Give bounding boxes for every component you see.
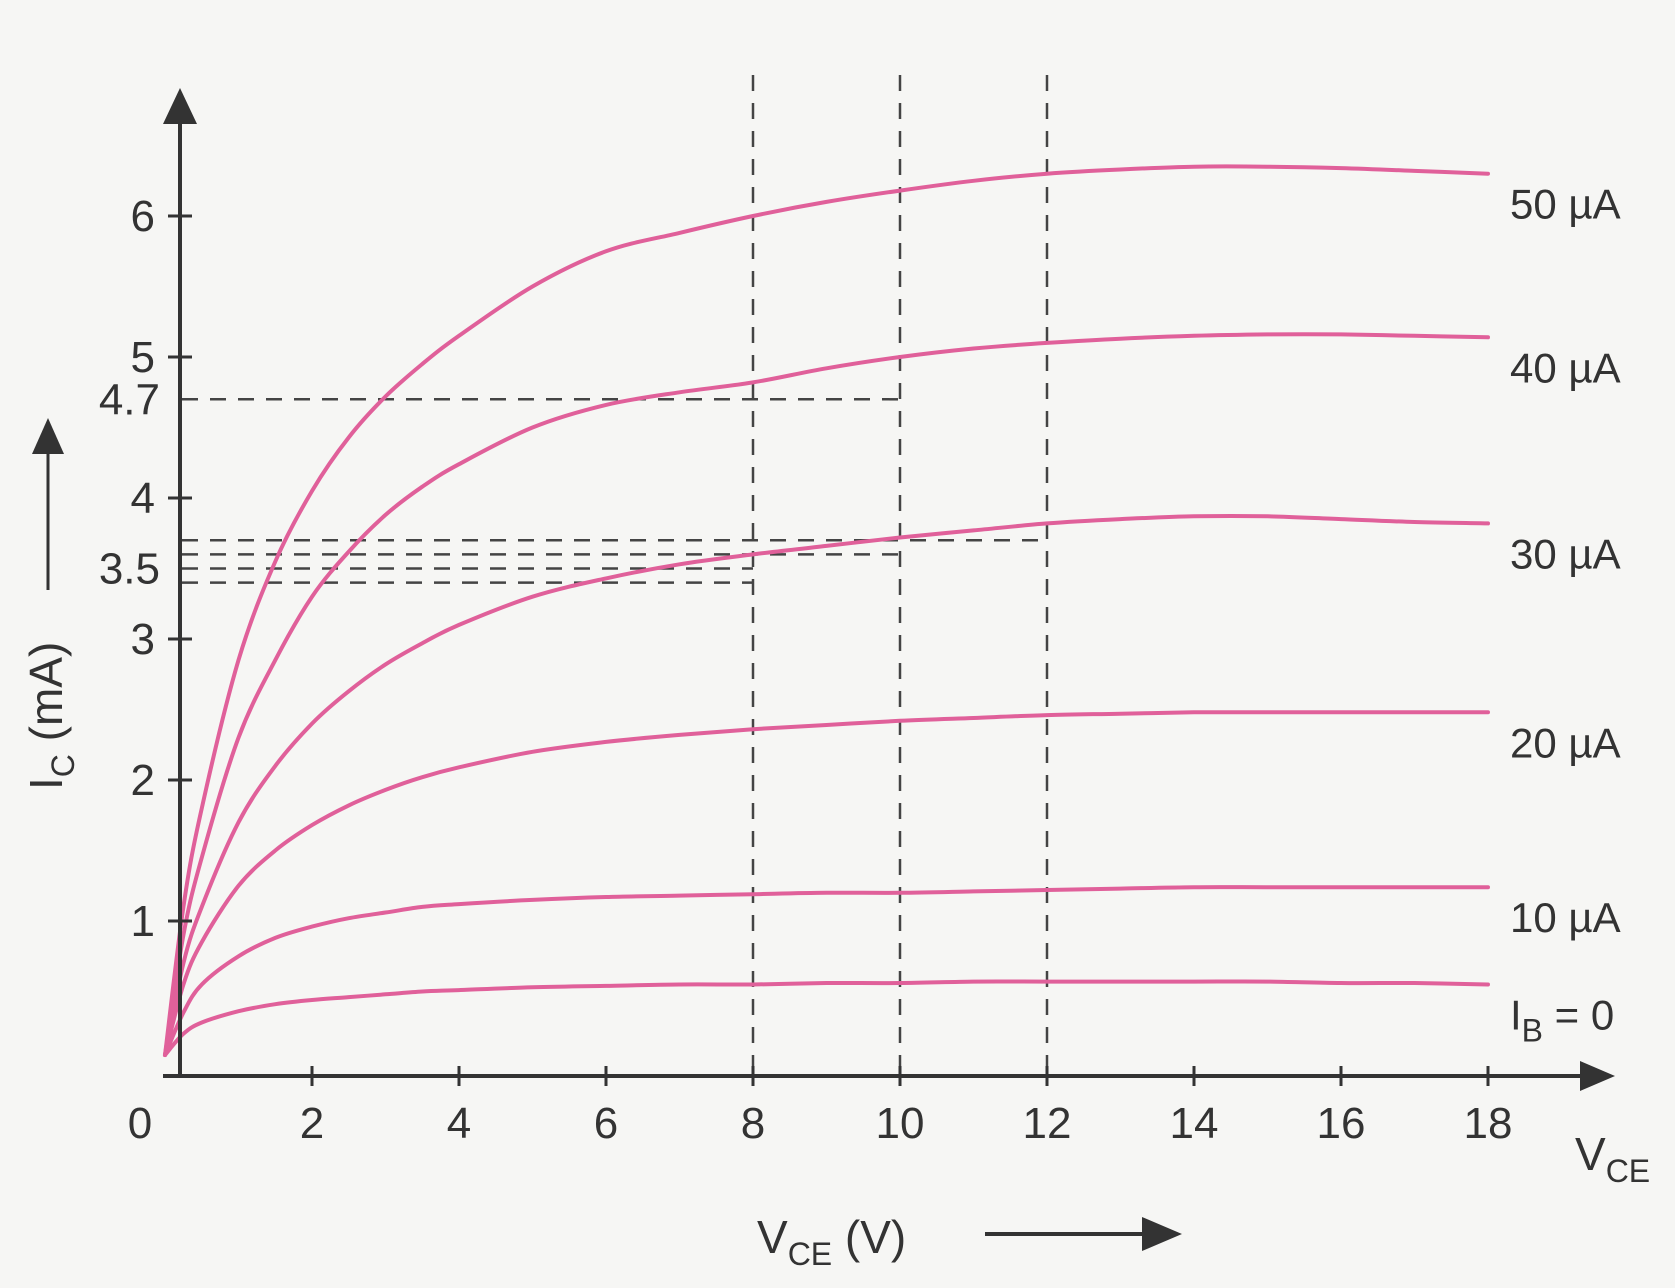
curve-label-0: IB = 0	[1510, 991, 1614, 1048]
curve-label-1: 10 µA	[1510, 894, 1621, 941]
y-title-arrowhead	[32, 418, 64, 454]
curve-label-2: 20 µA	[1510, 719, 1621, 766]
y-extra-tick-label-1: 4.7	[99, 375, 160, 424]
y-extra-tick-label-0: 3.5	[99, 545, 160, 594]
curve-label-4: 40 µA	[1510, 344, 1621, 391]
x-axis-end-label: VCE	[1575, 1128, 1650, 1189]
curve-series-4	[163, 332, 1490, 1057]
y-tick-label-2: 3	[131, 615, 155, 664]
x-axis-title: VCE (V)	[757, 1211, 1182, 1272]
x-tick-label-2: 4	[447, 1099, 471, 1148]
y-tick-label-1: 2	[131, 756, 155, 805]
curve-series-3	[163, 514, 1490, 1057]
x-title-arrowhead	[1142, 1217, 1182, 1251]
guide-lines	[182, 75, 1049, 1076]
x-tick-label-7: 14	[1170, 1099, 1219, 1148]
curve-labels: IB = 0 10 µA 20 µA 30 µA 40 µA 50 µA	[1510, 181, 1621, 1049]
curve-series-5	[163, 164, 1490, 1057]
x-tick-label-5: 10	[876, 1099, 925, 1148]
curve-series-2	[163, 710, 1490, 1057]
y-tick-label-4: 5	[131, 333, 155, 382]
curve-label-5: 50 µA	[1510, 181, 1621, 228]
x-axis-arrowhead	[1580, 1061, 1615, 1091]
curve-label-3: 30 µA	[1510, 530, 1621, 577]
x-tick-label-4: 8	[741, 1099, 765, 1148]
curves	[163, 164, 1490, 1057]
x-tick-label-8: 16	[1317, 1099, 1366, 1148]
curve-series-1	[163, 885, 1490, 1057]
y-tick-label-0: 1	[131, 897, 155, 946]
x-tick-label-6: 12	[1023, 1099, 1072, 1148]
y-axis-title: IC (mA)	[20, 418, 81, 790]
y-tick-label-3: 4	[131, 474, 155, 523]
axes	[163, 88, 1615, 1091]
y-axis-arrowhead	[163, 88, 197, 124]
x-tick-label-1: 2	[300, 1099, 324, 1148]
y-tick-label-5: 6	[131, 192, 155, 241]
y-axis-title-text: IC (mA)	[20, 642, 81, 790]
x-tick-label-3: 6	[594, 1099, 618, 1148]
x-axis-title-text: VCE (V)	[757, 1211, 906, 1272]
x-tick-label-9: 18	[1464, 1099, 1513, 1148]
curve-series-0	[163, 979, 1490, 1057]
x-tick-label-0: 0	[128, 1099, 152, 1148]
